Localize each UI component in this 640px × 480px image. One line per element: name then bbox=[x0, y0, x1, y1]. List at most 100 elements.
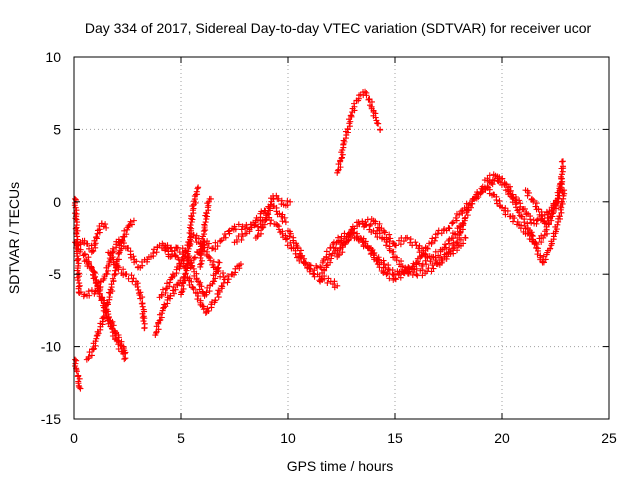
data-point bbox=[198, 246, 205, 253]
data-point bbox=[186, 236, 193, 243]
data-point bbox=[104, 270, 111, 277]
data-point bbox=[273, 192, 280, 199]
data-point bbox=[188, 225, 195, 232]
data-point bbox=[96, 290, 103, 297]
data-point bbox=[205, 240, 212, 247]
data-point bbox=[121, 350, 128, 357]
data-point bbox=[176, 249, 183, 256]
data-point bbox=[334, 282, 341, 289]
data-point bbox=[475, 191, 482, 198]
data-point bbox=[204, 305, 211, 312]
data-point bbox=[224, 272, 231, 279]
data-point bbox=[446, 225, 453, 232]
x-tick-label: 15 bbox=[387, 430, 403, 446]
data-point bbox=[190, 232, 197, 239]
data-point bbox=[90, 346, 97, 353]
data-point bbox=[72, 360, 79, 367]
data-point bbox=[452, 214, 459, 221]
data-point bbox=[342, 239, 349, 246]
data-point bbox=[77, 246, 84, 253]
x-axis-label: GPS time / hours bbox=[287, 458, 394, 474]
data-point bbox=[547, 213, 554, 220]
data-point bbox=[238, 236, 245, 243]
data-point bbox=[478, 189, 485, 196]
data-point bbox=[348, 112, 355, 119]
data-point bbox=[449, 220, 456, 227]
data-point bbox=[345, 236, 352, 243]
data-point bbox=[453, 240, 460, 247]
data-point bbox=[139, 303, 146, 310]
data-point bbox=[188, 278, 195, 285]
data-point bbox=[198, 260, 205, 267]
data-point bbox=[162, 247, 169, 254]
data-point bbox=[158, 292, 165, 299]
data-point bbox=[84, 263, 91, 270]
x-tick-label: 25 bbox=[601, 430, 617, 446]
data-point bbox=[521, 216, 528, 223]
data-point bbox=[339, 147, 346, 154]
data-point bbox=[528, 195, 535, 202]
data-point bbox=[171, 290, 178, 297]
data-point bbox=[423, 261, 430, 268]
data-point bbox=[342, 135, 349, 142]
data-point bbox=[197, 279, 204, 286]
data-point bbox=[117, 342, 124, 349]
plot-frame bbox=[73, 56, 610, 420]
data-point bbox=[454, 247, 461, 254]
data-point bbox=[195, 184, 202, 191]
data-point bbox=[77, 241, 84, 248]
data-point bbox=[327, 245, 334, 252]
data-point bbox=[543, 251, 550, 258]
data-point bbox=[365, 96, 372, 103]
data-point bbox=[74, 277, 81, 284]
data-point bbox=[386, 238, 393, 245]
data-point bbox=[538, 239, 545, 246]
data-point bbox=[103, 224, 110, 231]
data-point bbox=[424, 245, 431, 252]
data-point bbox=[186, 275, 193, 282]
data-point bbox=[183, 262, 190, 269]
data-point bbox=[494, 173, 501, 180]
data-point bbox=[431, 237, 438, 244]
data-point bbox=[383, 271, 390, 278]
data-point bbox=[203, 291, 210, 298]
data-point bbox=[130, 275, 137, 282]
data-point bbox=[304, 265, 311, 272]
data-point bbox=[108, 284, 115, 291]
data-point bbox=[348, 227, 355, 234]
data-point bbox=[76, 282, 83, 289]
x-tick-label: 20 bbox=[494, 430, 510, 446]
data-point bbox=[527, 213, 534, 220]
data-point bbox=[153, 329, 160, 336]
data-point bbox=[212, 270, 219, 277]
data-point bbox=[214, 265, 221, 272]
data-point bbox=[186, 253, 193, 260]
data-point bbox=[412, 239, 419, 246]
data-point bbox=[317, 263, 324, 270]
data-point bbox=[414, 272, 421, 279]
data-point bbox=[290, 234, 297, 241]
data-point bbox=[390, 248, 397, 255]
chart-title: Day 334 of 2017, Sidereal Day-to-day VTE… bbox=[85, 20, 592, 36]
data-point bbox=[307, 265, 314, 272]
data-point bbox=[84, 240, 91, 247]
data-point bbox=[191, 254, 198, 261]
data-point bbox=[115, 256, 122, 263]
data-point bbox=[180, 285, 187, 292]
data-point bbox=[524, 192, 531, 199]
data-point bbox=[73, 250, 80, 257]
data-point bbox=[222, 234, 229, 241]
data-point bbox=[544, 214, 551, 221]
data-point bbox=[121, 356, 128, 363]
data-point bbox=[257, 214, 264, 221]
data-point bbox=[306, 268, 313, 275]
data-point bbox=[380, 257, 387, 264]
data-point bbox=[74, 219, 81, 226]
data-point bbox=[360, 241, 367, 248]
data-point bbox=[337, 158, 344, 165]
data-point bbox=[91, 268, 98, 275]
data-point bbox=[266, 205, 273, 212]
data-point bbox=[558, 209, 565, 216]
data-point bbox=[548, 240, 555, 247]
data-point bbox=[528, 229, 535, 236]
